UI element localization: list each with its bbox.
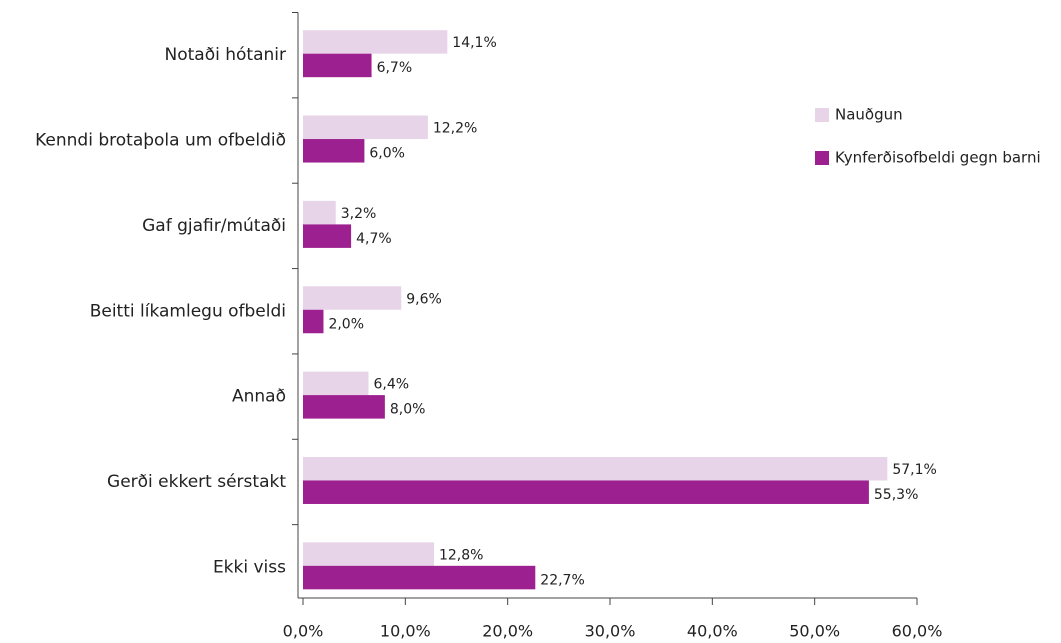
value-label: 3,2% [341, 206, 377, 222]
bar [303, 395, 385, 419]
x-tick-label: 50,0% [789, 622, 840, 641]
category-label: Kenndi brotaþola um ofbeldið [35, 131, 286, 151]
bar [303, 309, 324, 334]
category-label: Notaði hótanir [165, 45, 286, 65]
value-label: 6,0% [369, 146, 405, 162]
value-label: 8,0% [390, 402, 426, 418]
legend-label: Kynferðisofbeldi gegn barni [835, 149, 1041, 167]
value-label: 2,0% [328, 316, 364, 332]
x-tick-label: 40,0% [687, 622, 738, 641]
value-label: 4,7% [356, 231, 392, 247]
bar [303, 224, 352, 248]
category-label: Annað [232, 387, 286, 407]
bar [303, 286, 402, 310]
bar [303, 542, 434, 566]
value-label: 55,3% [874, 487, 918, 503]
bar [303, 371, 369, 396]
x-tick-label: 10,0% [380, 622, 431, 641]
value-label: 6,4% [373, 377, 409, 393]
value-label: 12,2% [433, 121, 477, 137]
bar [303, 115, 428, 140]
legend-swatch [815, 151, 829, 165]
x-tick-label: 60,0% [892, 622, 943, 641]
value-label: 14,1% [452, 35, 496, 51]
bar [303, 480, 869, 504]
category-label: Gaf gjafir/mútaði [142, 216, 286, 236]
x-tick-label: 0,0% [283, 622, 324, 641]
bar [303, 30, 448, 54]
category-label: Ekki viss [213, 557, 286, 577]
bar [303, 53, 372, 78]
bar [303, 139, 365, 163]
x-tick-label: 30,0% [585, 622, 636, 641]
legend-label: Nauðgun [835, 106, 903, 124]
value-label: 9,6% [406, 291, 442, 307]
value-label: 22,7% [540, 572, 584, 588]
bar [303, 200, 336, 225]
x-tick-label: 20,0% [482, 622, 533, 641]
value-label: 57,1% [892, 462, 936, 478]
legend-swatch [815, 108, 829, 122]
category-label: Beitti líkamlegu ofbeldi [90, 301, 286, 321]
value-label: 12,8% [439, 547, 483, 563]
value-label: 6,7% [377, 60, 413, 76]
bar [303, 456, 888, 481]
bar [303, 565, 536, 590]
category-label: Gerði ekkert sérstakt [107, 472, 286, 492]
